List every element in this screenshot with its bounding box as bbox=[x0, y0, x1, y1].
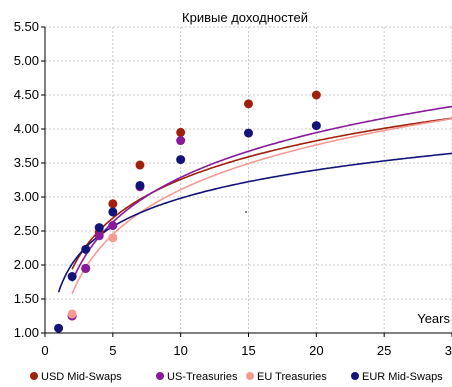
legend-label-eur-mid-swaps: EUR Mid-Swaps bbox=[362, 371, 443, 383]
x-tick-label: 5 bbox=[109, 343, 116, 358]
y-tick-labels: 1.00 1.50 2.00 2.50 3.00 3.50 4.00 4.50 5.00 5.50 bbox=[14, 19, 39, 340]
x-tick-label: 0 bbox=[41, 343, 48, 358]
legend-marker-eu-treasuries bbox=[246, 372, 254, 380]
data-point-eur-mid-swaps bbox=[67, 272, 77, 282]
legend-label-us-treasuries: US-Treasuries bbox=[167, 371, 238, 383]
y-tick-label: 5.50 bbox=[14, 19, 39, 34]
axes bbox=[41, 26, 452, 337]
y-tick-label: 2.00 bbox=[14, 257, 39, 272]
legend-marker-usd-mid-swaps bbox=[30, 372, 38, 380]
data-point-us-treasuries bbox=[108, 221, 118, 231]
y-tick-label: 1.00 bbox=[14, 325, 39, 340]
x-tick-labels: 0 5 10 15 20 25 30 bbox=[41, 343, 452, 358]
marker-dot bbox=[245, 211, 247, 213]
data-point-usd-mid-swaps bbox=[311, 90, 321, 100]
legend-label-eu-treasuries: EU Treasuries bbox=[257, 371, 327, 383]
data-point-eur-mid-swaps bbox=[244, 128, 253, 138]
y-tick-label: 1.50 bbox=[14, 291, 39, 306]
x-tick-label: 30 bbox=[445, 343, 452, 358]
data-point-eur-mid-swaps bbox=[135, 180, 145, 190]
data-point-eur-mid-swaps bbox=[81, 244, 91, 254]
legend: USD Mid-Swaps US-Treasuries EU Treasuries E… bbox=[30, 371, 443, 383]
y-tick-label: 5.00 bbox=[14, 53, 39, 68]
y-tick-label: 3.50 bbox=[14, 155, 39, 170]
y-tick-label: 4.00 bbox=[14, 121, 39, 136]
trend-lines bbox=[57, 105, 452, 295]
x-tick-label: 20 bbox=[309, 343, 323, 358]
data-point-eu-treasuries bbox=[67, 309, 77, 319]
data-point-eu-treasuries bbox=[108, 233, 118, 243]
data-point-usd-mid-swaps bbox=[176, 127, 186, 137]
y-tick-label: 3.00 bbox=[14, 189, 39, 204]
data-point-eur-mid-swaps bbox=[176, 155, 186, 165]
data-point-us-treasuries bbox=[94, 231, 104, 241]
trend-line-usd-mid-swaps bbox=[71, 117, 452, 270]
legend-marker-us-treasuries bbox=[156, 372, 164, 380]
chart-title: Кривые доходностей bbox=[182, 10, 308, 25]
data-points bbox=[54, 90, 321, 333]
x-tick-label: 15 bbox=[241, 343, 255, 358]
data-point-usd-mid-swaps bbox=[244, 99, 253, 109]
data-point-eur-mid-swaps bbox=[108, 207, 118, 217]
data-point-eur-mid-swaps bbox=[311, 121, 321, 131]
data-point-eur-mid-swaps bbox=[54, 323, 64, 333]
x-tick-label: 25 bbox=[377, 343, 391, 358]
y-tick-label: 4.50 bbox=[14, 87, 39, 102]
trend-line-eu-treasuries bbox=[71, 117, 452, 295]
y-tick-label: 2.50 bbox=[14, 223, 39, 238]
data-point-usd-mid-swaps bbox=[135, 160, 145, 170]
legend-marker-eur-mid-swaps bbox=[351, 372, 359, 380]
data-point-eur-mid-swaps bbox=[94, 223, 104, 233]
trend-line-eur-mid-swaps bbox=[57, 152, 452, 293]
x-tick-label: 10 bbox=[173, 343, 187, 358]
data-point-us-treasuries bbox=[81, 263, 91, 273]
x-axis-label: Years bbox=[417, 311, 450, 326]
legend-label-usd-mid-swaps: USD Mid-Swaps bbox=[41, 371, 122, 383]
data-point-usd-mid-swaps bbox=[108, 199, 118, 209]
trend-line-us-treasuries bbox=[71, 105, 452, 282]
data-point-us-treasuries bbox=[176, 136, 186, 146]
